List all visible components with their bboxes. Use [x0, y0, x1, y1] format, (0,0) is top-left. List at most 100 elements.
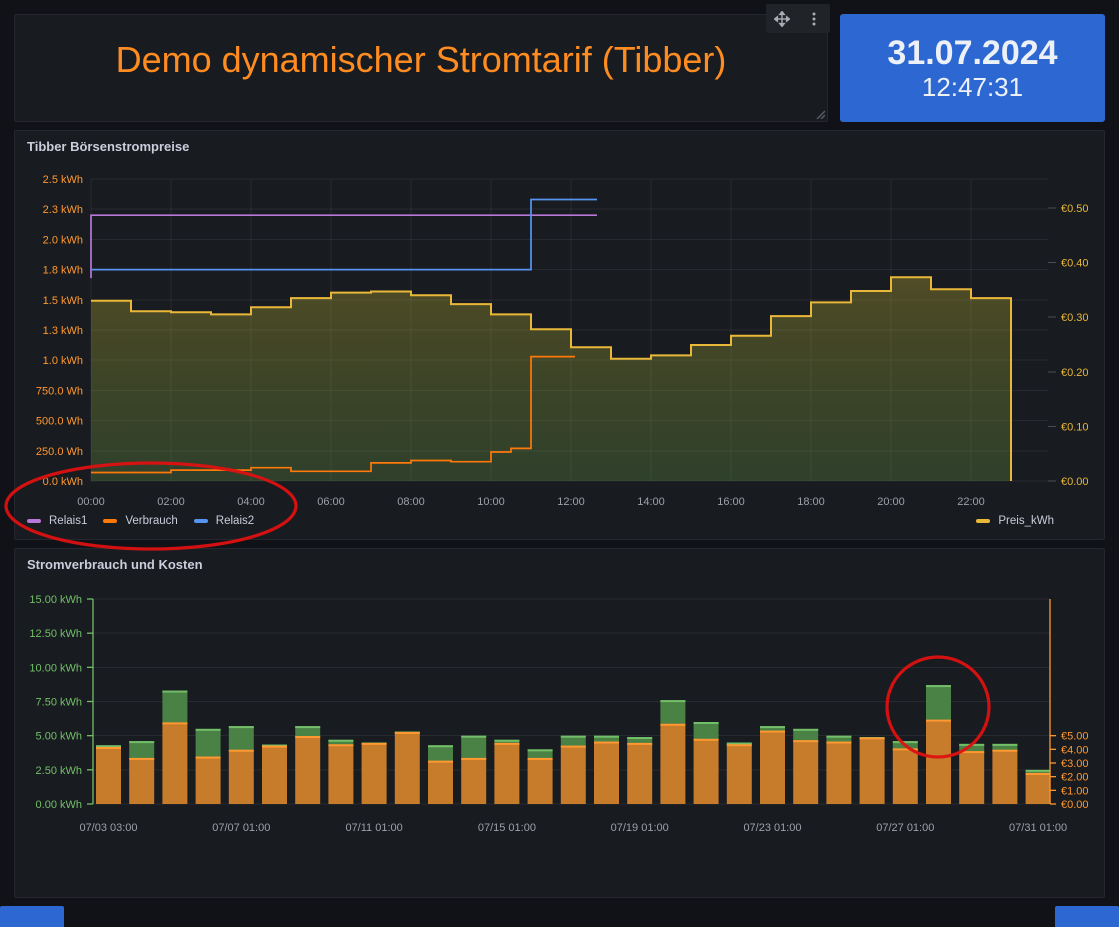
bar-07-27: [892, 741, 918, 804]
cons-right-axis: €5.00€4.00 €3.00 €2.00€1.00 €0.00: [1049, 599, 1089, 811]
bar-07-31: [1025, 769, 1051, 804]
header-text-panel: Demo dynamischer Stromtarif (Tibber): [14, 14, 828, 122]
svg-text:15.00 kWh: 15.00 kWh: [29, 594, 82, 606]
legend-label: Verbrauch: [125, 515, 178, 527]
svg-text:02:00: 02:00: [157, 496, 185, 508]
svg-text:07/15 01:00: 07/15 01:00: [478, 822, 536, 834]
cons-bars: [96, 685, 1051, 804]
svg-text:07/19 01:00: 07/19 01:00: [611, 822, 669, 834]
legend-label: Preis_kWh: [998, 515, 1054, 527]
panel-menu-button[interactable]: [801, 6, 827, 31]
svg-text:2.50 kWh: 2.50 kWh: [36, 765, 82, 777]
bar-07-22: [726, 742, 752, 804]
svg-text:18:00: 18:00: [797, 496, 825, 508]
bar-07-11: [361, 742, 387, 804]
consumption-panel-title: Stromverbrauch und Kosten: [27, 557, 203, 572]
svg-text:14:00: 14:00: [637, 496, 665, 508]
move-panel-button[interactable]: [769, 6, 795, 31]
price-left-axis: 2.5 kWh 2.3 kWh 2.0 kWh 1.8 kWh 1.5 kWh 1.3 k…: [36, 174, 83, 488]
svg-text:07/31 01:00: 07/31 01:00: [1009, 822, 1067, 834]
svg-text:12.50 kWh: 12.50 kWh: [29, 628, 82, 640]
bar-07-19: [627, 737, 653, 804]
legend-swatch: [976, 519, 991, 523]
svg-text:€0.40: €0.40: [1061, 258, 1089, 270]
partial-panel-left: [0, 906, 64, 927]
price-chart[interactable]: 2.5 kWh 2.3 kWh 2.0 kWh 1.8 kWh 1.5 kWh 1.3 k…: [15, 131, 1104, 539]
svg-text:0.0 kWh: 0.0 kWh: [43, 476, 83, 488]
svg-text:22:00: 22:00: [957, 496, 985, 508]
svg-text:04:00: 04:00: [237, 496, 265, 508]
legend-right-group: Preis_kWh: [976, 511, 1054, 531]
svg-text:€0.10: €0.10: [1061, 421, 1089, 433]
svg-text:06:00: 06:00: [317, 496, 345, 508]
clock-date: 31.07.2024: [887, 34, 1058, 72]
svg-text:07/23 01:00: 07/23 01:00: [743, 822, 801, 834]
clock-panel: 31.07.2024 12:47:31: [840, 14, 1105, 122]
svg-text:07/03 03:00: 07/03 03:00: [79, 822, 137, 834]
svg-text:2.3 kWh: 2.3 kWh: [43, 204, 83, 216]
svg-text:5.00 kWh: 5.00 kWh: [36, 731, 82, 743]
legend-item-relais1[interactable]: Relais1: [27, 515, 87, 527]
bar-07-26: [859, 737, 885, 804]
consumption-chart-panel: Stromverbrauch und Kosten 15.00 kWh 12.50…: [14, 548, 1105, 898]
price-area-fill: [91, 277, 1011, 481]
svg-text:€2.00: €2.00: [1061, 772, 1089, 784]
svg-text:€1.00: €1.00: [1061, 785, 1089, 797]
svg-text:€5.00: €5.00: [1061, 731, 1089, 743]
bar-07-24: [793, 728, 819, 804]
panel-resize-handle[interactable]: [815, 109, 825, 119]
svg-text:1.5 kWh: 1.5 kWh: [43, 295, 83, 307]
svg-text:750.0 Wh: 750.0 Wh: [36, 385, 83, 397]
kebab-menu-icon: [812, 12, 816, 25]
svg-text:250.0 Wh: 250.0 Wh: [36, 446, 83, 458]
cons-x-axis: 07/03 03:00 07/07 01:00 07/11 01:00 07/15 0…: [79, 822, 1067, 834]
partial-panel-right: [1055, 906, 1119, 927]
dashboard-title: Demo dynamischer Stromtarif (Tibber): [115, 39, 727, 80]
bar-07-13: [428, 745, 453, 804]
svg-text:16:00: 16:00: [717, 496, 745, 508]
bar-07-08: [262, 744, 287, 804]
svg-text:7.50 kWh: 7.50 kWh: [36, 697, 82, 709]
svg-text:1.8 kWh: 1.8 kWh: [43, 265, 83, 277]
bar-07-23: [760, 726, 785, 804]
svg-text:€0.30: €0.30: [1061, 312, 1089, 324]
cons-left-axis: 15.00 kWh 12.50 kWh 10.00 kWh 7.50 kWh 5.00 …: [29, 594, 94, 811]
legend-item-preis_kwh[interactable]: Preis_kWh: [976, 515, 1054, 527]
bar-07-07: [228, 726, 254, 804]
series-preis_kwh: [91, 276, 1012, 481]
bar-07-21: [693, 722, 719, 804]
svg-text:1.0 kWh: 1.0 kWh: [43, 355, 83, 367]
price-x-axis: 00:00 02:00 04:00 06:00 08:00 10:00 12:00 14:00…: [77, 496, 985, 508]
price-panel-title: Tibber Börsenstrompreise: [27, 139, 190, 154]
bar-07-20: [660, 700, 686, 804]
svg-text:2.5 kWh: 2.5 kWh: [43, 174, 83, 186]
bar-07-18: [594, 735, 619, 804]
bar-07-10: [328, 739, 354, 804]
bar-07-15: [494, 739, 520, 804]
bar-07-29: [959, 743, 985, 804]
svg-text:00:00: 00:00: [77, 496, 105, 508]
bar-07-06: [195, 728, 221, 804]
svg-text:10:00: 10:00: [477, 496, 505, 508]
svg-text:07/07 01:00: 07/07 01:00: [212, 822, 270, 834]
svg-text:€0.20: €0.20: [1061, 367, 1089, 379]
bar-07-16: [527, 749, 553, 804]
bar-07-09: [295, 726, 321, 804]
legend-left-group: Relais1 Verbrauch Relais2: [27, 511, 254, 531]
svg-text:€4.00: €4.00: [1061, 744, 1089, 756]
bar-07-17: [560, 735, 586, 804]
svg-text:20:00: 20:00: [877, 496, 905, 508]
legend-item-relais2[interactable]: Relais2: [193, 515, 254, 527]
bar-07-05: [162, 690, 188, 804]
bar-07-25: [826, 735, 852, 804]
legend-item-verbrauch[interactable]: Verbrauch: [103, 515, 178, 527]
legend-swatch: [27, 519, 41, 523]
bar-07-14: [461, 735, 487, 804]
consumption-chart[interactable]: 15.00 kWh 12.50 kWh 10.00 kWh 7.50 kWh 5.00 …: [15, 549, 1104, 897]
legend-swatch: [193, 519, 208, 523]
svg-text:500.0 Wh: 500.0 Wh: [36, 416, 83, 428]
bar-07-28: [926, 685, 951, 804]
price-chart-panel: Tibber Börsenstrompreise 2.5 kWh 2.3 kWh 2…: [14, 130, 1105, 540]
svg-text:12:00: 12:00: [557, 496, 585, 508]
